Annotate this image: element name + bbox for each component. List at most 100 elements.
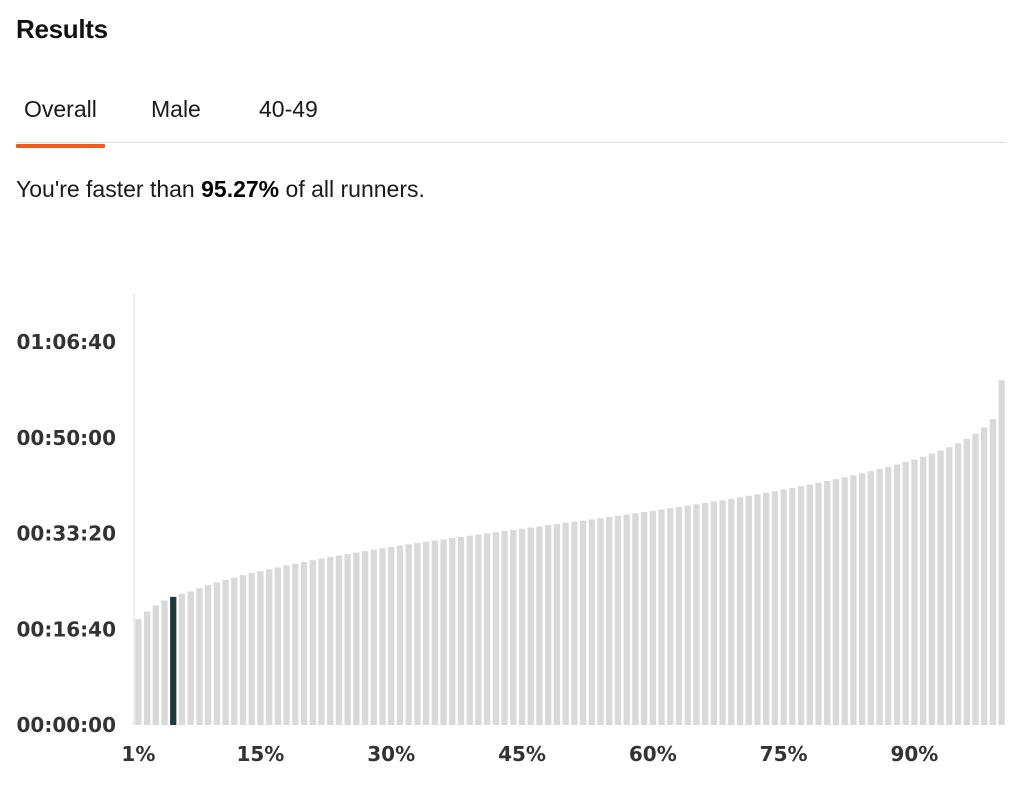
bar [178,593,186,725]
bar [684,505,691,725]
bar [510,529,517,725]
finish-time-distribution-chart: 00:00:00 00:16:40 00:33:20 00:50:00 01:06:40… [17,294,1005,766]
bar-your-result [170,596,177,725]
bar [518,528,526,725]
bar [527,527,534,725]
bar [361,551,369,725]
y-tick-label: 00:50:00 [17,426,117,450]
bar [658,509,665,725]
bar [475,534,482,725]
bar [335,555,343,725]
y-tick-label: 00:16:40 [17,617,117,641]
bar [161,600,168,725]
bar [501,531,508,725]
bar [231,577,238,725]
bar [405,544,412,725]
bar [562,522,569,725]
section-title: Results [16,14,108,44]
x-tick-label: 30% [367,742,415,766]
bar [449,538,456,725]
bar [728,498,735,725]
bar [623,514,630,725]
bar [928,453,936,725]
bar [850,475,857,725]
bar [536,526,543,725]
bar [274,567,282,725]
bar [649,510,656,725]
bar [867,471,874,725]
bar [998,380,1005,725]
bar [736,497,744,725]
y-tick-label: 01:06:40 [17,330,117,354]
bar [719,500,726,725]
bar [370,549,377,725]
bar [745,495,752,725]
bar [492,532,500,725]
x-tick-label: 15% [236,742,284,766]
bar [283,565,290,725]
summary-percentile-value: 95.27% [201,176,280,202]
tab-male[interactable]: Male [151,96,201,122]
bar [815,482,822,725]
summary-suffix: of all runners. [279,176,425,202]
bar [963,438,970,725]
bar [222,579,229,725]
bar [675,506,683,725]
bar [710,501,718,725]
bar [257,571,264,725]
bar [353,552,360,725]
bar [187,591,194,725]
bar [780,489,787,725]
bar [640,512,648,725]
y-tick-label: 00:00:00 [17,713,117,737]
tab-overall[interactable]: Overall [16,96,105,148]
bar [327,557,334,725]
summary-prefix: You're faster than [16,176,202,202]
bar [213,582,220,725]
bar [379,548,386,725]
bar [702,502,709,725]
y-tick-label: 00:33:20 [17,522,117,546]
bar [789,487,796,725]
x-tick-label: 45% [498,742,546,766]
bar [667,508,674,725]
x-tick-label: 1% [121,742,155,766]
bar [292,563,299,725]
bar [771,491,779,725]
bar [588,519,595,725]
tab-age-group[interactable]: 40-49 [259,96,318,122]
bar [431,540,438,725]
bar [632,513,639,725]
bar [972,433,979,725]
bar [893,464,901,725]
bar [876,469,883,725]
bar [981,427,988,725]
bar [344,553,351,725]
bar [135,619,142,725]
bar [266,569,273,725]
bar [797,486,805,725]
x-tick-label: 75% [760,742,808,766]
bar [763,492,770,725]
bar [571,521,578,725]
bar [248,573,255,725]
bar [902,462,909,725]
bar [422,541,430,725]
bar [597,518,604,725]
bar [553,524,561,725]
bar [841,477,848,725]
bar [318,558,325,725]
bar [858,473,866,725]
bar [832,479,840,725]
bar [457,536,465,725]
bar [396,545,404,725]
bar [579,520,587,725]
bar [143,611,151,725]
bar [440,539,447,725]
bar [989,419,997,725]
bar [824,480,831,725]
bar [954,443,962,725]
tab-bar: Overall Male 40-49 [16,92,1006,148]
bar [152,605,159,725]
bar [300,561,308,725]
